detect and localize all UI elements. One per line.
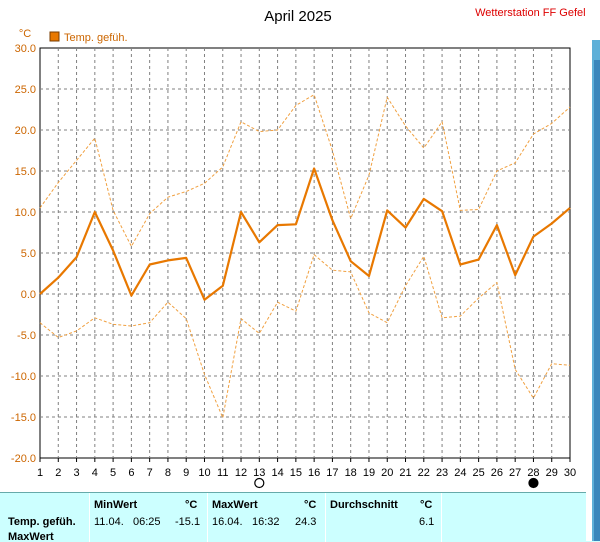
x-tick-label: 17 [326, 467, 338, 479]
x-tick-label: 6 [128, 467, 134, 479]
y-tick-label: 0.0 [21, 289, 36, 301]
x-tick-label: 27 [509, 467, 521, 479]
max-value: 24.3 [295, 516, 317, 528]
x-tick-label: 28 [527, 467, 539, 479]
x-tick-label: 12 [235, 467, 247, 479]
header-max-unit: °C [304, 499, 317, 511]
header-avg-unit: °C [420, 499, 433, 511]
y-tick-label: -20.0 [11, 453, 36, 465]
x-tick-label: 23 [436, 467, 448, 479]
y-tick-label: -10.0 [11, 371, 36, 383]
row-label: Temp. gefüh. [8, 516, 76, 528]
x-tick-label: 20 [381, 467, 393, 479]
table-divider [441, 493, 442, 542]
new-moon-icon [528, 477, 539, 489]
full-moon-icon [254, 477, 265, 489]
min-value: -15.1 [175, 516, 201, 528]
series-mean-line [39, 167, 571, 301]
x-tick-label: 9 [183, 467, 189, 479]
y-tick-label: 20.0 [15, 125, 36, 137]
x-tick-label: 19 [363, 467, 375, 479]
min-date: 11.04. [94, 516, 124, 528]
header-min-unit: °C [185, 499, 198, 511]
row-label: MaxWert [8, 531, 54, 542]
header-max: MaxWert [212, 499, 258, 511]
x-tick-label: 3 [73, 467, 79, 479]
x-tick-label: 22 [418, 467, 430, 479]
x-tick-label: 5 [110, 467, 116, 479]
max-time: 16:32 [252, 516, 280, 528]
grid [39, 47, 571, 459]
chart-area: April 2025 Wetterstation FF Gefell °C Te… [11, 7, 588, 489]
x-tick-label: 25 [472, 467, 484, 479]
y-tick-label: -5.0 [17, 330, 36, 342]
x-tick-label: 26 [491, 467, 503, 479]
x-tick-label: 8 [165, 467, 171, 479]
x-tick-label: 16 [308, 467, 320, 479]
y-tick-label: 5.0 [21, 248, 36, 260]
x-tick-label: 2 [55, 467, 61, 479]
y-tick-label: 15.0 [15, 166, 36, 178]
x-tick-label: 29 [546, 467, 558, 479]
x-tick-label: 21 [399, 467, 411, 479]
x-tick-label: 13 [253, 467, 265, 479]
y-tick-label: 25.0 [15, 84, 36, 96]
x-tick-label: 1 [37, 467, 43, 479]
x-tick-label: 4 [92, 467, 98, 479]
y-tick-label: -15.0 [11, 412, 36, 424]
series-max-line [39, 94, 571, 247]
series-min-line [39, 254, 571, 419]
table-divider [89, 493, 90, 542]
table-divider [325, 493, 326, 542]
window-edge-strip [586, 0, 600, 541]
y-tick-label: 10.0 [15, 207, 36, 219]
table-divider [207, 493, 208, 542]
moon-markers [254, 477, 539, 489]
x-tick-label: 7 [147, 467, 153, 479]
x-tick-label: 18 [345, 467, 357, 479]
x-tick-label: 14 [271, 467, 283, 479]
x-tick-label: 11 [217, 467, 228, 479]
station-name: Wetterstation FF Gefell [475, 7, 588, 19]
y-axis-unit: °C [19, 28, 31, 40]
x-tick-label: 30 [564, 467, 576, 479]
chart-title: April 2025 [264, 8, 332, 25]
series [39, 94, 571, 419]
x-tick-label: 10 [198, 467, 210, 479]
legend-swatch [49, 31, 60, 42]
header-min: MinWert [94, 499, 138, 511]
axes: 30.0 25.0 20.0 15.0 10.0 5.0 0.0 -5.0 -10.0 -15.0… [11, 43, 576, 479]
header-avg: Durchschnitt [330, 499, 398, 511]
x-tick-label: 24 [454, 467, 466, 479]
avg-value: 6.1 [419, 516, 435, 528]
stats-table: MinWert °C MaxWert °C Durchschnitt °C Te… [0, 492, 600, 542]
max-date: 16.04. [212, 516, 243, 528]
x-tick-label: 15 [290, 467, 302, 479]
temperature-chart: April 2025 Wetterstation FF Gefell °C Te… [11, 7, 588, 489]
min-time: 06:25 [133, 516, 161, 528]
y-tick-label: 30.0 [15, 43, 36, 55]
legend-label[interactable]: Temp. gefüh. [64, 32, 128, 44]
